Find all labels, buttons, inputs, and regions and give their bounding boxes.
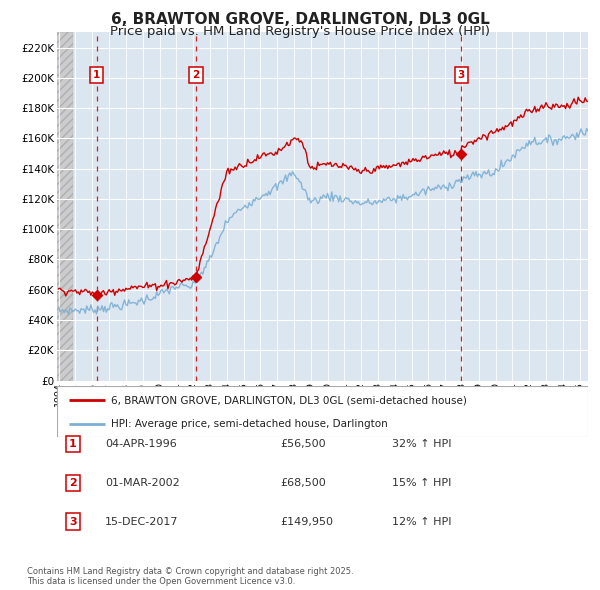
Text: 1: 1 [69,439,77,448]
Text: 15% ↑ HPI: 15% ↑ HPI [392,478,451,487]
Text: 01-MAR-2002: 01-MAR-2002 [105,478,179,487]
Text: HPI: Average price, semi-detached house, Darlington: HPI: Average price, semi-detached house,… [111,418,388,428]
Text: Contains HM Land Registry data © Crown copyright and database right 2025.
This d: Contains HM Land Registry data © Crown c… [27,567,353,586]
Text: 2: 2 [193,70,200,80]
Text: 15-DEC-2017: 15-DEC-2017 [105,517,178,526]
FancyBboxPatch shape [57,386,588,437]
Text: Price paid vs. HM Land Registry's House Price Index (HPI): Price paid vs. HM Land Registry's House … [110,25,490,38]
Text: 32% ↑ HPI: 32% ↑ HPI [392,439,451,448]
Text: 2: 2 [69,478,77,487]
Bar [57,32,73,381]
Text: 12% ↑ HPI: 12% ↑ HPI [392,517,451,526]
Text: 3: 3 [458,70,465,80]
Text: 1: 1 [93,70,100,80]
Text: 3: 3 [69,517,77,526]
Text: 6, BRAWTON GROVE, DARLINGTON, DL3 0GL: 6, BRAWTON GROVE, DARLINGTON, DL3 0GL [110,12,490,27]
Text: 04-APR-1996: 04-APR-1996 [105,439,176,448]
Text: £68,500: £68,500 [280,478,326,487]
Text: 6, BRAWTON GROVE, DARLINGTON, DL3 0GL (semi-detached house): 6, BRAWTON GROVE, DARLINGTON, DL3 0GL (s… [111,395,467,405]
Text: £149,950: £149,950 [280,517,333,526]
Text: £56,500: £56,500 [280,439,326,448]
